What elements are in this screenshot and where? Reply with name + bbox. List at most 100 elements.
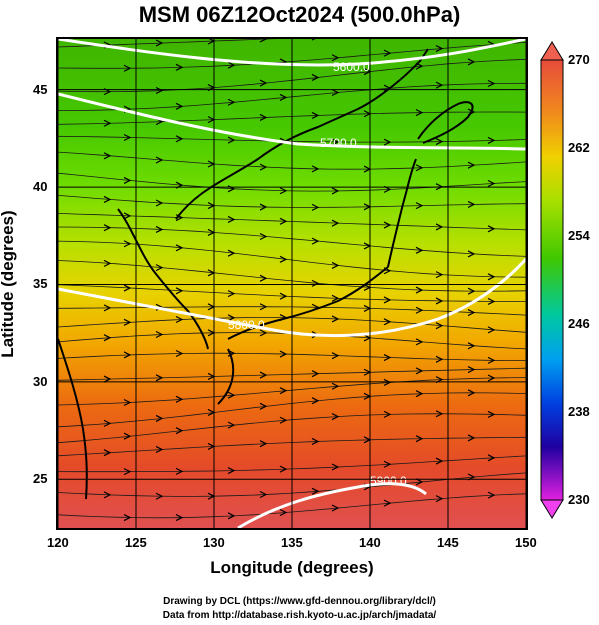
wind-arrow <box>123 176 132 184</box>
wind-arrow <box>103 195 112 203</box>
wind-arrow <box>259 39 268 43</box>
wind-arrow <box>155 199 164 207</box>
wind-arrow <box>155 374 164 382</box>
wind-arrow <box>155 414 164 422</box>
wind-arrow <box>259 402 268 410</box>
wind-arrow <box>383 354 392 362</box>
wind-arrow <box>123 240 132 248</box>
wind-arrow <box>331 187 340 195</box>
colorbar-max-arrow <box>540 41 564 61</box>
credit-data: Data from http://database.rish.kyoto-u.a… <box>162 610 437 621</box>
wind-arrow <box>415 367 424 375</box>
wind-arrow <box>227 290 236 298</box>
wind-arrow <box>331 463 340 471</box>
wind-arrow <box>175 467 184 475</box>
wind-arrow <box>435 138 444 146</box>
wind-arrow <box>227 136 236 144</box>
wind-arrow <box>331 54 340 62</box>
wind-arrow <box>311 165 320 173</box>
wind-arrow <box>259 79 268 87</box>
wind-arrow <box>487 273 496 281</box>
y-tick-label: 25 <box>33 471 48 487</box>
wind-arrow <box>487 79 496 88</box>
wind-arrow <box>123 432 132 440</box>
wind-arrow <box>155 445 164 454</box>
x-tick-label: 145 <box>437 535 459 550</box>
wind-arrow <box>227 512 236 520</box>
wind-arrow <box>175 514 184 522</box>
wind-arrow <box>155 156 164 164</box>
wind-arrow <box>487 225 496 233</box>
wind-arrow <box>259 274 268 282</box>
wind-arrow <box>279 416 288 424</box>
wind-arrow <box>383 499 392 507</box>
wind-arrow <box>279 217 288 225</box>
wind-arrow <box>331 315 340 323</box>
wind-arrow <box>467 389 476 397</box>
wind-arrow <box>487 454 496 462</box>
wind-arrow <box>311 487 320 495</box>
y-axis-label: Latitude (degrees) <box>0 210 17 358</box>
wind-arrow <box>383 410 392 418</box>
wind-arrow <box>175 244 184 252</box>
wind-arrow <box>259 232 268 241</box>
wind-arrow <box>383 221 392 229</box>
wind-arrow <box>123 318 132 326</box>
colorbar-tick-label: 262 <box>568 140 590 155</box>
wind-arrow <box>175 102 184 110</box>
wind-arrow <box>467 342 476 350</box>
credit-drawing: Drawing by DCL (https://www.gfd-dennou.o… <box>163 596 436 607</box>
wind-arrow <box>175 287 184 295</box>
x-tick-label: 125 <box>125 535 147 550</box>
wind-arrow <box>227 391 236 399</box>
wind-arrow <box>155 39 164 47</box>
wind-arrow <box>103 449 112 457</box>
wind-arrow <box>311 111 320 119</box>
wind-arrow <box>331 413 340 421</box>
wind-arrow <box>467 200 476 208</box>
wind-arrow <box>383 296 392 304</box>
wind-arrow <box>487 326 496 334</box>
wind-arrow <box>123 133 132 142</box>
x-tick-label: 150 <box>515 535 537 550</box>
x-tick-label: 135 <box>281 535 303 550</box>
y-tick-label: 35 <box>33 276 48 292</box>
wind-arrow <box>311 237 320 245</box>
wind-arrow <box>259 490 268 499</box>
wind-arrow <box>415 390 424 398</box>
wind-arrow <box>311 73 320 81</box>
x-tick-label: 130 <box>203 535 225 550</box>
wind-arrow <box>311 397 320 405</box>
wind-arrow <box>279 255 288 263</box>
wind-arrow <box>331 88 340 97</box>
wind-arrow <box>487 136 496 144</box>
wind-arrow <box>279 387 288 395</box>
wind-arrow <box>435 457 444 465</box>
wind-arrow <box>435 45 444 53</box>
wind-arrow <box>467 58 476 66</box>
wind-arrow <box>175 349 184 358</box>
wind-arrow <box>103 119 112 127</box>
colorbar-tick-label: 238 <box>568 404 590 419</box>
colorbar <box>540 41 564 519</box>
colorbar-tick-label: 246 <box>568 316 590 331</box>
y-tick-label: 45 <box>33 81 48 97</box>
wind-arrow <box>467 287 476 295</box>
wind-arrow <box>435 81 444 89</box>
x-tick-label: 140 <box>359 535 381 550</box>
wind-arrow <box>259 371 268 379</box>
wind-arrow <box>175 427 184 435</box>
wind-arrow <box>415 246 424 254</box>
wind-arrow <box>311 370 320 378</box>
wind-arrow <box>175 63 184 71</box>
wind-arrow <box>227 421 236 429</box>
map-svg: 5600.0 5700.0 5800.0 5900.0 <box>58 39 526 528</box>
wind-arrow <box>487 491 496 499</box>
wind-arrow <box>227 249 236 257</box>
wind-arrow <box>175 315 184 324</box>
wind-arrow <box>123 212 132 220</box>
wind-arrow <box>383 49 392 57</box>
wind-arrow <box>311 203 320 211</box>
contour-label: 5800.0 <box>228 318 265 332</box>
wind-arrow <box>175 135 184 143</box>
